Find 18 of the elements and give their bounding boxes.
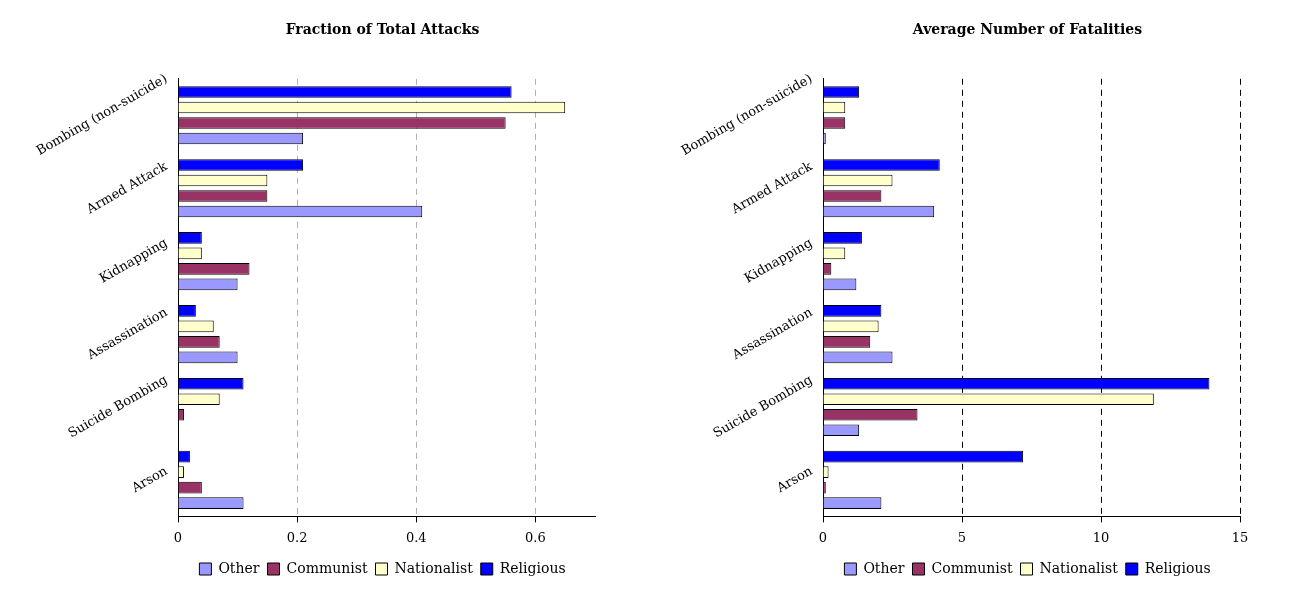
x-tick-label: 0.6: [525, 529, 546, 545]
legend-label: Communist: [286, 559, 368, 576]
x-tick-label: 10: [1092, 529, 1110, 545]
legend-label: Nationalist: [394, 559, 474, 576]
x-tick-label: 0: [818, 529, 828, 545]
legend-label: Communist: [931, 559, 1013, 576]
x-tick-label: 0.4: [405, 529, 427, 545]
legend-label: Nationalist: [1039, 559, 1119, 576]
x-tick-label: 0.2: [286, 529, 308, 545]
chart-title: Fraction of Total Attacks: [285, 21, 480, 38]
legend-label: Religious: [499, 559, 566, 576]
x-tick-label: 5: [957, 529, 967, 545]
x-tick-label: 15: [1231, 529, 1249, 545]
legend-label: Religious: [1144, 559, 1211, 576]
legend-label: Other: [218, 559, 260, 576]
legend-label: Other: [863, 559, 905, 576]
x-tick-label: 0: [173, 529, 183, 545]
chart-title: Average Number of Fatalities: [911, 21, 1143, 38]
